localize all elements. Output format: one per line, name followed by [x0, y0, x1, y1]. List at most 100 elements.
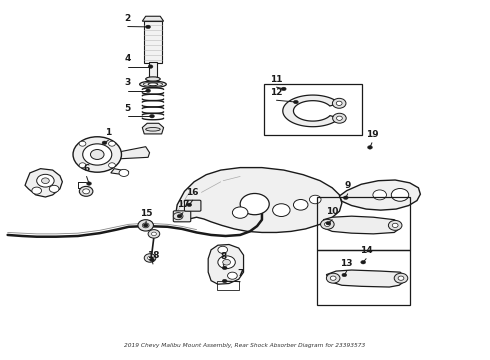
Text: 16: 16: [186, 188, 199, 197]
Circle shape: [342, 273, 347, 277]
Ellipse shape: [140, 81, 166, 87]
Ellipse shape: [146, 127, 160, 131]
Circle shape: [368, 145, 372, 149]
Circle shape: [222, 266, 227, 270]
Circle shape: [91, 149, 104, 159]
Circle shape: [83, 144, 112, 165]
Circle shape: [294, 100, 298, 104]
Polygon shape: [175, 168, 342, 233]
Polygon shape: [142, 16, 164, 21]
Polygon shape: [283, 95, 340, 127]
Circle shape: [222, 279, 227, 283]
Polygon shape: [121, 147, 149, 159]
Circle shape: [218, 256, 235, 269]
Ellipse shape: [148, 83, 158, 86]
Text: 18: 18: [147, 251, 159, 260]
Circle shape: [146, 25, 150, 29]
Circle shape: [79, 186, 93, 196]
Circle shape: [187, 203, 192, 207]
Circle shape: [326, 221, 331, 225]
Circle shape: [309, 195, 321, 204]
Circle shape: [79, 163, 86, 168]
Circle shape: [83, 189, 90, 194]
Circle shape: [218, 246, 227, 253]
FancyBboxPatch shape: [173, 211, 191, 222]
Circle shape: [109, 163, 115, 168]
Polygon shape: [323, 216, 400, 234]
Text: 10: 10: [326, 207, 339, 216]
Circle shape: [177, 215, 182, 218]
Circle shape: [272, 204, 290, 216]
Circle shape: [392, 223, 398, 228]
Circle shape: [337, 116, 343, 120]
FancyBboxPatch shape: [184, 200, 201, 211]
Text: 8: 8: [220, 252, 226, 261]
Text: 3: 3: [124, 78, 131, 87]
Circle shape: [392, 189, 409, 201]
Polygon shape: [326, 270, 405, 287]
Circle shape: [149, 114, 154, 118]
Circle shape: [394, 273, 408, 283]
Text: 7: 7: [237, 269, 244, 278]
Circle shape: [49, 185, 59, 192]
Polygon shape: [111, 168, 129, 175]
Text: 11: 11: [270, 75, 283, 84]
Circle shape: [119, 169, 129, 176]
Circle shape: [320, 219, 334, 229]
Circle shape: [148, 65, 153, 68]
Circle shape: [142, 223, 149, 228]
Circle shape: [324, 222, 330, 226]
Bar: [317, 197, 410, 250]
Circle shape: [343, 196, 348, 199]
Text: 15: 15: [140, 208, 152, 217]
Circle shape: [144, 254, 156, 262]
Bar: [317, 250, 410, 305]
Polygon shape: [25, 168, 62, 197]
Polygon shape: [340, 180, 420, 210]
Circle shape: [336, 101, 342, 105]
Text: 6: 6: [83, 164, 90, 173]
Circle shape: [227, 272, 237, 279]
Bar: [265, 84, 362, 135]
Circle shape: [109, 141, 115, 146]
Circle shape: [281, 87, 286, 91]
Ellipse shape: [146, 77, 160, 81]
Circle shape: [37, 174, 54, 187]
Circle shape: [138, 220, 153, 231]
Circle shape: [232, 207, 248, 218]
Text: 5: 5: [124, 104, 131, 113]
Circle shape: [147, 256, 152, 260]
Circle shape: [373, 190, 387, 200]
Circle shape: [332, 98, 346, 108]
Polygon shape: [144, 21, 162, 63]
Circle shape: [173, 213, 183, 220]
Circle shape: [73, 137, 122, 172]
Circle shape: [32, 187, 42, 194]
Text: 9: 9: [344, 181, 351, 190]
Circle shape: [361, 260, 366, 264]
Text: 4: 4: [124, 54, 131, 63]
Text: 2019 Chevy Malibu Mount Assembly, Rear Shock Absorber Diagram for 23393573: 2019 Chevy Malibu Mount Assembly, Rear S…: [124, 343, 366, 348]
Circle shape: [326, 273, 340, 283]
Circle shape: [146, 89, 150, 93]
Text: 1: 1: [105, 128, 112, 137]
Polygon shape: [142, 123, 164, 134]
Text: 13: 13: [341, 258, 353, 267]
Polygon shape: [208, 244, 244, 284]
Circle shape: [330, 276, 336, 280]
Text: 2: 2: [124, 14, 131, 23]
Text: 12: 12: [270, 88, 283, 97]
Polygon shape: [149, 62, 157, 77]
Circle shape: [87, 182, 92, 185]
Circle shape: [102, 141, 107, 145]
Circle shape: [240, 193, 269, 215]
Circle shape: [151, 232, 156, 236]
Circle shape: [148, 230, 160, 238]
Circle shape: [389, 220, 402, 230]
Text: 14: 14: [360, 246, 372, 255]
Circle shape: [223, 260, 230, 265]
Circle shape: [398, 276, 404, 280]
Circle shape: [42, 178, 49, 184]
Text: 19: 19: [366, 130, 378, 139]
Circle shape: [79, 141, 86, 146]
